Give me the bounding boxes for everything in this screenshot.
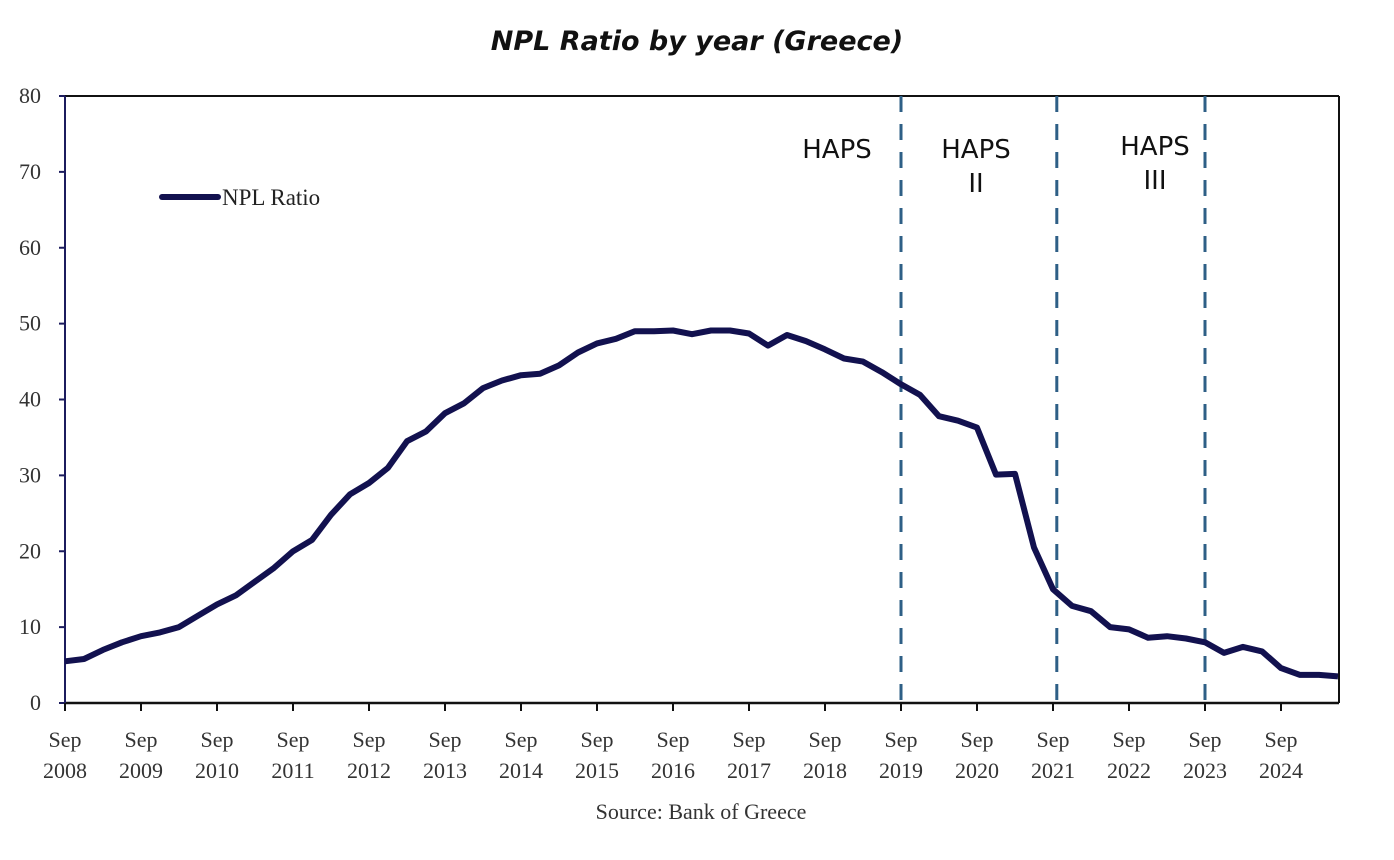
- x-tick-label-year: 2013: [423, 758, 467, 783]
- series-layer: [64, 327, 1339, 680]
- x-tick-label-year: 2018: [803, 758, 847, 783]
- x-tick-label-month: Sep: [277, 727, 310, 752]
- haps-label: III: [1143, 166, 1166, 196]
- x-tick-label-year: 2015: [575, 758, 619, 783]
- x-tick-label-month: Sep: [1113, 727, 1146, 752]
- x-tick-label-month: Sep: [1037, 727, 1070, 752]
- y-tick-label: 30: [19, 462, 41, 487]
- legend-label-npl-ratio: NPL Ratio: [222, 185, 320, 210]
- x-tick-label-year: 2010: [195, 758, 239, 783]
- y-axis: 0 10 20 30 40 50 60 70 80: [19, 83, 65, 715]
- chart-title: NPL Ratio by year (Greece): [491, 26, 903, 57]
- x-tick-label-month: Sep: [885, 727, 918, 752]
- source-note: Source: Bank of Greece: [596, 799, 807, 824]
- haps-label: II: [968, 169, 983, 199]
- y-tick-label: 80: [19, 83, 41, 108]
- x-tick-label-year: 2008: [43, 758, 87, 783]
- haps-annotations: HAPS HAPS II HAPS III: [802, 96, 1207, 703]
- x-tick-label-month: Sep: [733, 727, 766, 752]
- haps-label: HAPS: [1120, 132, 1190, 162]
- legend: NPL Ratio: [159, 185, 320, 210]
- x-tick-label-month: Sep: [201, 727, 234, 752]
- x-tick-label-month: Sep: [809, 727, 842, 752]
- x-tick-label-year: 2011: [271, 758, 314, 783]
- y-tick-label: 40: [19, 387, 41, 412]
- x-tick-label-year: 2024: [1259, 758, 1303, 783]
- x-tick-label-month: Sep: [429, 727, 462, 752]
- x-tick-label-month: Sep: [1265, 727, 1298, 752]
- x-tick-label-year: 2020: [955, 758, 999, 783]
- y-tick-label: 50: [19, 311, 41, 336]
- y-tick-label: 60: [19, 235, 41, 260]
- x-tick-label-year: 2019: [879, 758, 923, 783]
- x-tick-label-month: Sep: [353, 727, 386, 752]
- plot-frame: [64, 95, 1340, 709]
- x-tick-label-month: Sep: [1189, 727, 1222, 752]
- x-tick-label-year: 2016: [651, 758, 695, 783]
- y-tick-label: 0: [30, 690, 41, 715]
- x-tick-label-month: Sep: [49, 727, 82, 752]
- x-tick-label-year: 2009: [119, 758, 163, 783]
- x-tick-label-year: 2014: [499, 758, 543, 783]
- y-tick-label: 70: [19, 159, 41, 184]
- x-tick-label-month: Sep: [657, 727, 690, 752]
- x-axis: Sep 2008 Sep 2009 Sep 2010 Sep 2011 Sep 2012 Sep 20…: [43, 703, 1303, 783]
- x-tick-label-year: 2022: [1107, 758, 1151, 783]
- x-tick-label-year: 2023: [1183, 758, 1227, 783]
- haps-label: HAPS: [802, 135, 872, 165]
- x-tick-label-month: Sep: [961, 727, 994, 752]
- x-tick-label-year: 2021: [1031, 758, 1075, 783]
- x-tick-label-month: Sep: [125, 727, 158, 752]
- x-tick-label-year: 2017: [727, 758, 771, 783]
- y-tick-label: 20: [19, 538, 41, 563]
- y-tick-label: 10: [19, 614, 41, 639]
- x-tick-label-month: Sep: [505, 727, 538, 752]
- x-tick-label-month: Sep: [581, 727, 614, 752]
- haps-label: HAPS: [941, 135, 1011, 165]
- series-line-npl-ratio: [64, 327, 1339, 680]
- x-tick-label-year: 2012: [347, 758, 391, 783]
